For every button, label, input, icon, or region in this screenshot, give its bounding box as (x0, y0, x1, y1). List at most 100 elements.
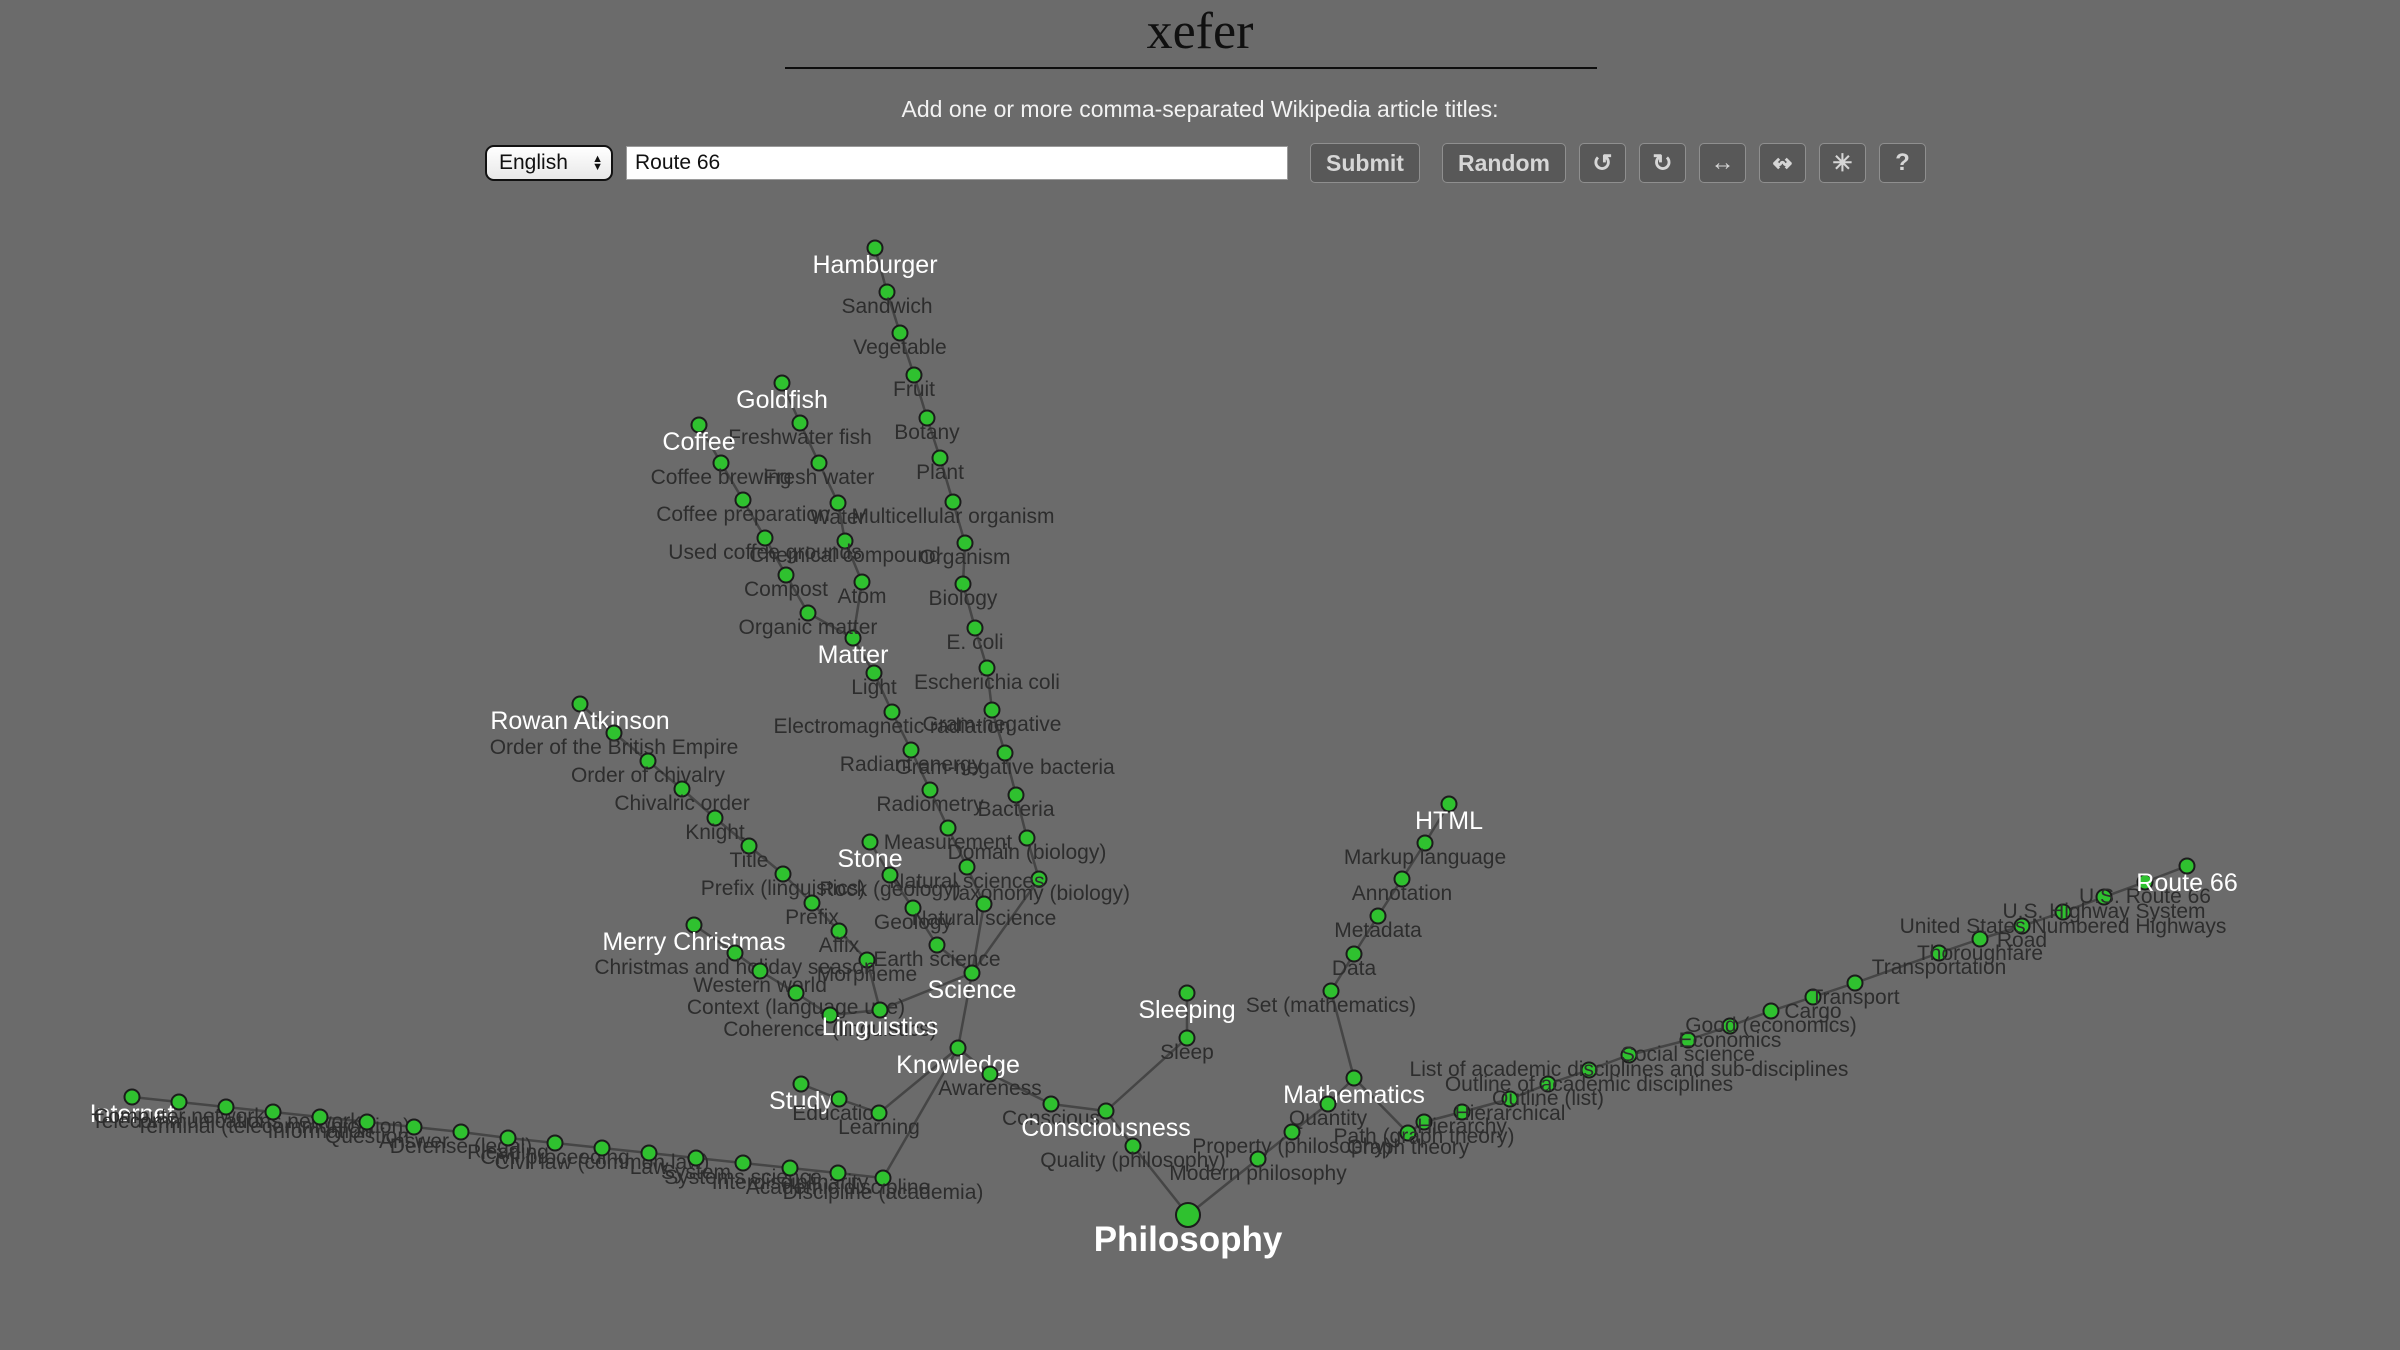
graph-node[interactable] (981, 1065, 999, 1083)
graph-node[interactable] (1416, 834, 1434, 852)
graph-node[interactable] (123, 1088, 141, 1106)
graph-node[interactable] (452, 1123, 470, 1141)
graph-node[interactable] (1846, 974, 1864, 992)
graph-node[interactable] (217, 1098, 235, 1116)
graph-node[interactable] (883, 703, 901, 721)
graph-node[interactable] (1018, 829, 1036, 847)
graph-node[interactable] (1178, 984, 1196, 1002)
graph-node[interactable] (1345, 945, 1363, 963)
graph-node[interactable] (830, 1090, 848, 1108)
graph-node[interactable] (874, 1169, 892, 1187)
graph-node[interactable] (966, 619, 984, 637)
graph-node[interactable] (405, 1118, 423, 1136)
graph-node[interactable] (878, 283, 896, 301)
help-icon[interactable]: ? (1878, 143, 1926, 183)
graph-node[interactable] (1399, 1124, 1417, 1142)
wavy-arrow-icon[interactable]: ↭ (1758, 143, 1806, 183)
graph-node[interactable] (1393, 870, 1411, 888)
graph-node[interactable] (751, 962, 769, 980)
graph-node[interactable] (593, 1139, 611, 1157)
graph-node[interactable] (1679, 1031, 1697, 1049)
graph-node[interactable] (891, 324, 909, 342)
graph-node[interactable] (1501, 1090, 1519, 1108)
graph-node[interactable] (1283, 1123, 1301, 1141)
language-select[interactable]: English ▲ ▼ (485, 145, 613, 181)
graph-node[interactable] (996, 744, 1014, 762)
graph-node[interactable] (640, 1144, 658, 1162)
graph-node[interactable] (853, 573, 871, 591)
graph-node[interactable] (954, 575, 972, 593)
graph-node[interactable] (975, 895, 993, 913)
graph-node[interactable] (865, 664, 883, 682)
swap-horizontal-icon[interactable]: ↔ (1698, 143, 1746, 183)
graph-node[interactable] (774, 865, 792, 883)
graph-node[interactable] (740, 837, 758, 855)
graph-node[interactable] (904, 899, 922, 917)
graph-node[interactable] (639, 752, 657, 770)
rotate-cw-icon[interactable]: ↻ (1638, 143, 1686, 183)
graph-node[interactable] (170, 1093, 188, 1111)
graph-node[interactable] (756, 529, 774, 547)
graph-node[interactable] (687, 1149, 705, 1167)
graph-node[interactable] (810, 454, 828, 472)
graph-node[interactable] (902, 741, 920, 759)
graph-node[interactable] (1369, 907, 1387, 925)
graph-node[interactable] (866, 239, 884, 257)
graph-node[interactable] (1762, 1002, 1780, 1020)
graph-node[interactable] (836, 532, 854, 550)
submit-button[interactable]: Submit (1310, 143, 1420, 183)
graph-node[interactable] (829, 494, 847, 512)
graph-node[interactable] (546, 1134, 564, 1152)
graph-node[interactable] (1721, 1017, 1739, 1035)
graph-node[interactable] (264, 1103, 282, 1121)
brightness-icon[interactable]: ✳ (1818, 143, 1866, 183)
graph-node[interactable] (1453, 1103, 1471, 1121)
graph-node[interactable] (734, 1154, 752, 1172)
rotate-ccw-icon[interactable]: ↺ (1578, 143, 1626, 183)
graph-node[interactable] (2136, 873, 2154, 891)
graph-node[interactable] (958, 858, 976, 876)
graph-node[interactable] (1319, 1095, 1337, 1113)
graph-node[interactable] (944, 493, 962, 511)
graph-node[interactable] (844, 629, 862, 647)
graph-node[interactable] (928, 936, 946, 954)
graph-node[interactable] (830, 922, 848, 940)
graph-node[interactable] (712, 454, 730, 472)
graph-node[interactable] (773, 374, 791, 392)
graph-node[interactable] (734, 491, 752, 509)
graph-node[interactable] (690, 416, 708, 434)
graph-node[interactable] (777, 566, 795, 584)
graph-node[interactable] (685, 916, 703, 934)
graph-node[interactable] (726, 944, 744, 962)
graph-node[interactable] (1971, 930, 1989, 948)
graph-node[interactable] (2095, 888, 2113, 906)
graph-node[interactable] (799, 604, 817, 622)
graph-node[interactable] (861, 833, 879, 851)
graph-node[interactable] (956, 534, 974, 552)
graph-node[interactable] (1539, 1075, 1557, 1093)
graph-node[interactable] (1175, 1202, 1201, 1228)
graph-node[interactable] (792, 1075, 810, 1093)
graph-node[interactable] (871, 1001, 889, 1019)
graph-node[interactable] (1345, 1069, 1363, 1087)
graph-node[interactable] (358, 1113, 376, 1131)
graph-node[interactable] (311, 1108, 329, 1126)
graph-node[interactable] (978, 659, 996, 677)
graph-node[interactable] (1930, 944, 1948, 962)
graph-node[interactable] (918, 409, 936, 427)
graph-node[interactable] (791, 414, 809, 432)
graph-node[interactable] (499, 1129, 517, 1147)
graph-node[interactable] (2054, 903, 2072, 921)
graph-node[interactable] (949, 1039, 967, 1057)
graph-node[interactable] (983, 701, 1001, 719)
graph-node[interactable] (881, 866, 899, 884)
graph-node[interactable] (706, 809, 724, 827)
graph-node[interactable] (939, 819, 957, 837)
graph-node[interactable] (787, 984, 805, 1002)
graph-node[interactable] (2178, 857, 2196, 875)
graph-node[interactable] (1007, 786, 1025, 804)
graph-node[interactable] (858, 951, 876, 969)
article-titles-input[interactable] (626, 146, 1288, 180)
graph-node[interactable] (1124, 1137, 1142, 1155)
graph-node[interactable] (1249, 1150, 1267, 1168)
